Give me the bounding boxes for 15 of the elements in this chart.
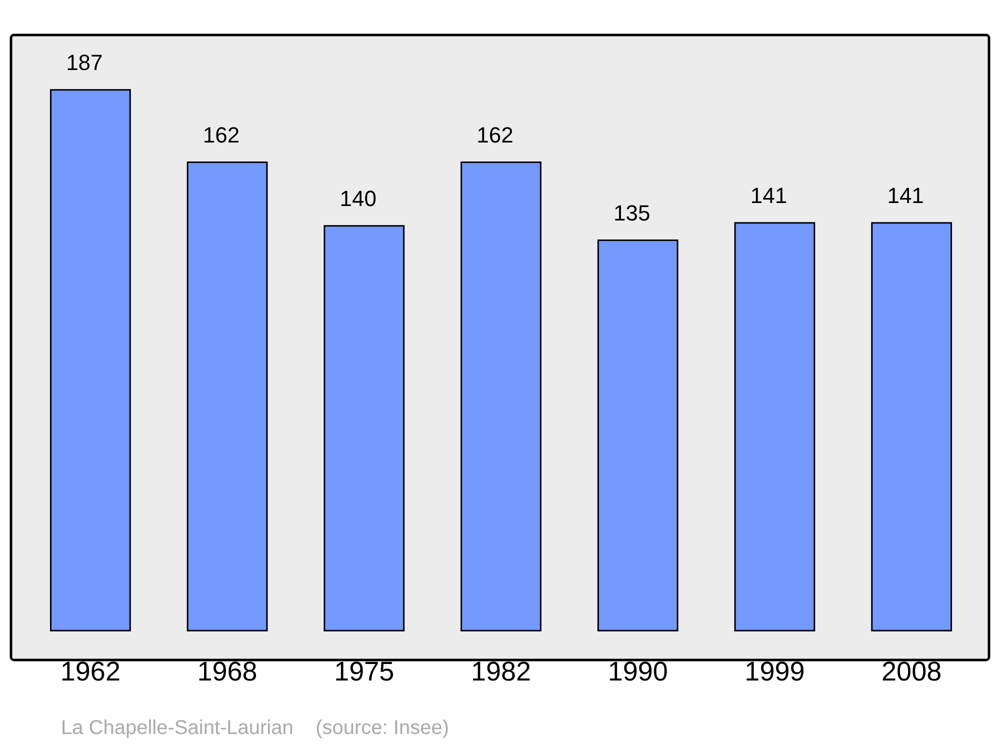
data-label: 140 bbox=[340, 186, 376, 211]
data-label: 141 bbox=[887, 182, 924, 208]
data-label: 135 bbox=[614, 200, 650, 226]
x-tick-label: 1982 bbox=[470, 656, 532, 686]
text: La Chapelle-Saint-Laurian (source: Insee) bbox=[61, 717, 449, 740]
x-tick-label: 1999 bbox=[744, 656, 805, 686]
data-label: 187 bbox=[66, 50, 103, 75]
data-label: 141 bbox=[750, 182, 788, 208]
x-tick-label: 1975 bbox=[334, 656, 394, 686]
data-label: 162 bbox=[202, 122, 240, 148]
x-tick-label: 1990 bbox=[608, 656, 668, 686]
data-label: 162 bbox=[476, 122, 514, 148]
x-tick-label: 1968 bbox=[197, 656, 258, 686]
x-tick-label: 2008 bbox=[882, 656, 942, 686]
x-tick-label: 1962 bbox=[60, 656, 120, 686]
